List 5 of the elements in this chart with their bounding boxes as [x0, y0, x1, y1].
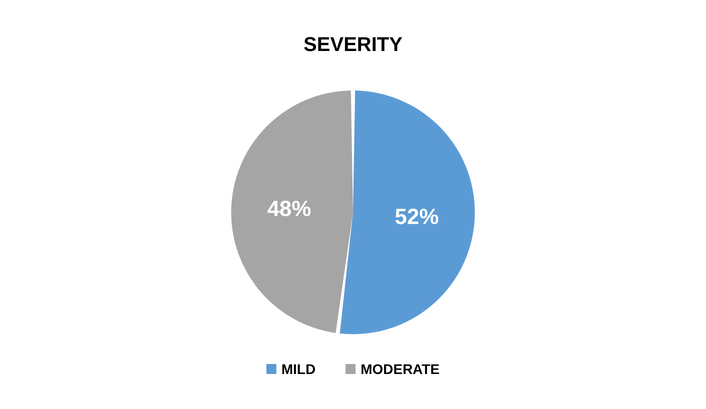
legend-label: MILD: [281, 361, 316, 377]
data-label: 52%: [394, 204, 439, 229]
data-label: 48%: [267, 196, 312, 221]
chart-title: SEVERITY: [304, 34, 404, 56]
legend-label: MODERATE: [360, 361, 440, 377]
